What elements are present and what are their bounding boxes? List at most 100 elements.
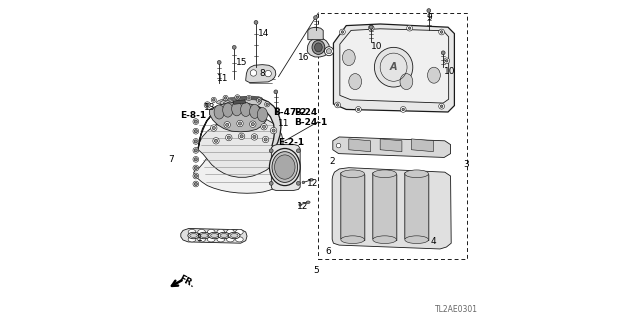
- Ellipse shape: [217, 229, 225, 235]
- Ellipse shape: [214, 139, 218, 142]
- Ellipse shape: [339, 29, 346, 35]
- Polygon shape: [233, 100, 246, 104]
- Ellipse shape: [251, 134, 257, 140]
- Ellipse shape: [312, 40, 324, 54]
- Ellipse shape: [299, 204, 301, 206]
- Ellipse shape: [374, 47, 413, 87]
- Ellipse shape: [195, 174, 197, 178]
- Polygon shape: [372, 173, 397, 241]
- Ellipse shape: [228, 232, 240, 239]
- Ellipse shape: [193, 148, 198, 153]
- Ellipse shape: [240, 135, 243, 138]
- Text: A: A: [390, 62, 397, 72]
- Ellipse shape: [407, 25, 413, 31]
- Ellipse shape: [227, 237, 234, 242]
- Ellipse shape: [445, 60, 448, 62]
- Ellipse shape: [401, 107, 406, 112]
- Text: 15: 15: [236, 58, 248, 67]
- Ellipse shape: [193, 119, 198, 124]
- Text: E-2-1: E-2-1: [278, 138, 305, 147]
- Ellipse shape: [261, 124, 268, 130]
- Ellipse shape: [212, 99, 215, 101]
- Ellipse shape: [342, 50, 355, 66]
- Ellipse shape: [246, 95, 252, 100]
- Ellipse shape: [193, 156, 198, 162]
- Ellipse shape: [335, 102, 340, 108]
- Polygon shape: [340, 29, 449, 103]
- Ellipse shape: [262, 125, 266, 128]
- Ellipse shape: [439, 103, 445, 109]
- Ellipse shape: [234, 100, 260, 108]
- Ellipse shape: [341, 170, 365, 178]
- Ellipse shape: [274, 90, 278, 94]
- Ellipse shape: [272, 129, 275, 132]
- Ellipse shape: [314, 16, 317, 20]
- Text: 11: 11: [217, 74, 228, 83]
- Ellipse shape: [356, 107, 361, 112]
- Ellipse shape: [195, 140, 197, 143]
- Ellipse shape: [211, 97, 216, 102]
- Ellipse shape: [369, 25, 374, 31]
- Ellipse shape: [253, 135, 256, 139]
- Ellipse shape: [232, 45, 236, 49]
- Ellipse shape: [200, 234, 208, 237]
- Ellipse shape: [444, 58, 450, 64]
- Ellipse shape: [195, 149, 197, 152]
- Text: 7: 7: [169, 156, 174, 164]
- Ellipse shape: [193, 128, 198, 134]
- Ellipse shape: [315, 43, 322, 52]
- Ellipse shape: [252, 123, 255, 126]
- Ellipse shape: [269, 181, 273, 185]
- Ellipse shape: [428, 67, 440, 83]
- Text: 16: 16: [298, 53, 310, 62]
- Ellipse shape: [205, 103, 209, 107]
- Ellipse shape: [372, 236, 397, 244]
- Ellipse shape: [211, 234, 218, 237]
- Polygon shape: [380, 139, 402, 152]
- Ellipse shape: [257, 98, 262, 103]
- Ellipse shape: [442, 51, 445, 55]
- Ellipse shape: [326, 49, 332, 54]
- Ellipse shape: [237, 120, 243, 127]
- Ellipse shape: [227, 136, 230, 139]
- Ellipse shape: [193, 165, 198, 171]
- Ellipse shape: [372, 170, 397, 178]
- Text: FR.: FR.: [178, 274, 196, 290]
- Ellipse shape: [211, 125, 217, 131]
- Ellipse shape: [227, 98, 261, 107]
- Ellipse shape: [227, 229, 234, 235]
- Ellipse shape: [230, 234, 238, 237]
- Ellipse shape: [207, 229, 215, 235]
- Polygon shape: [307, 38, 330, 57]
- Ellipse shape: [236, 237, 243, 242]
- Bar: [319, 13, 467, 259]
- Polygon shape: [271, 145, 300, 190]
- Ellipse shape: [223, 103, 233, 117]
- Ellipse shape: [369, 25, 373, 29]
- Ellipse shape: [337, 143, 341, 148]
- Ellipse shape: [195, 182, 197, 186]
- Text: 12: 12: [307, 180, 319, 188]
- Ellipse shape: [250, 104, 260, 118]
- Text: B-47-2: B-47-2: [274, 108, 307, 117]
- Ellipse shape: [188, 232, 200, 239]
- Text: 6: 6: [326, 247, 331, 256]
- Text: 12: 12: [297, 202, 308, 211]
- Polygon shape: [340, 173, 365, 241]
- Text: TL2AE0301: TL2AE0301: [435, 305, 479, 314]
- Ellipse shape: [370, 27, 372, 29]
- Ellipse shape: [271, 127, 277, 134]
- Ellipse shape: [193, 181, 198, 187]
- Polygon shape: [198, 97, 281, 150]
- Ellipse shape: [198, 232, 210, 239]
- Ellipse shape: [349, 74, 362, 90]
- Ellipse shape: [275, 155, 295, 179]
- Ellipse shape: [265, 102, 270, 107]
- Ellipse shape: [204, 102, 211, 108]
- Ellipse shape: [220, 234, 228, 237]
- Ellipse shape: [198, 237, 205, 242]
- Text: B-24-1: B-24-1: [294, 118, 328, 127]
- Ellipse shape: [400, 74, 413, 90]
- Ellipse shape: [264, 138, 268, 141]
- Text: 9: 9: [426, 13, 431, 22]
